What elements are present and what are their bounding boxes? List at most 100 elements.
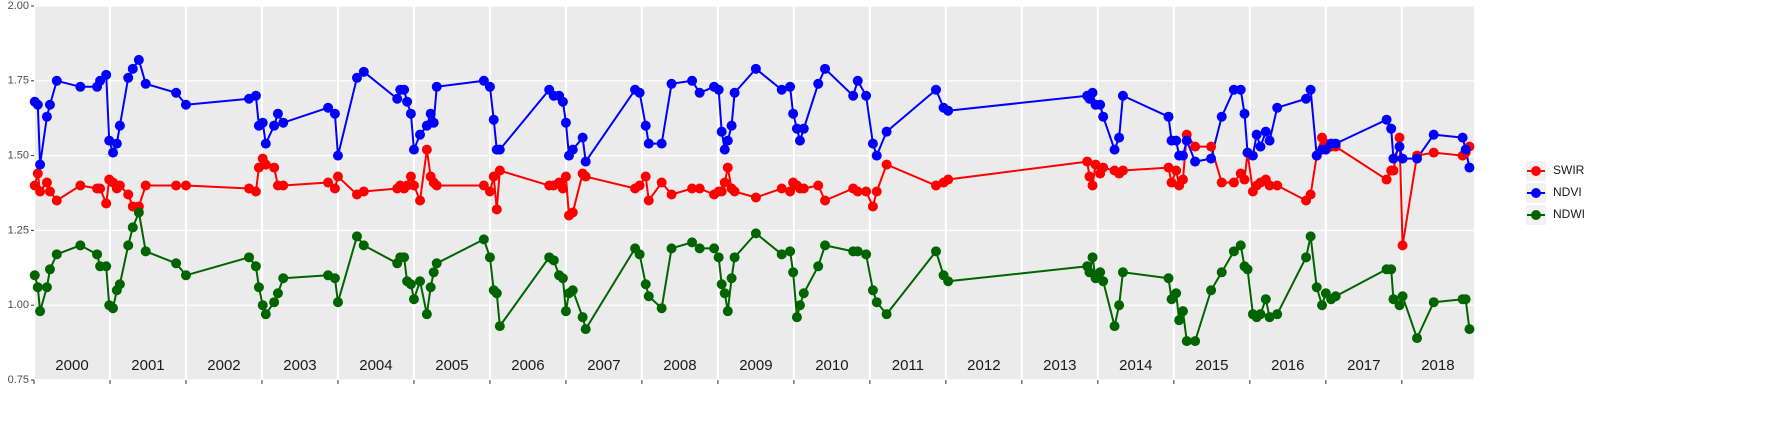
data-point — [180, 99, 191, 110]
data-point — [640, 120, 651, 131]
data-point — [44, 264, 55, 275]
data-point — [1109, 144, 1120, 155]
data-point — [1177, 150, 1188, 161]
data-point — [101, 198, 112, 209]
data-point — [494, 321, 505, 332]
data-point — [820, 240, 831, 251]
legend-marker — [1531, 210, 1541, 220]
data-point — [114, 120, 125, 131]
data-point — [35, 159, 46, 170]
data-point — [687, 183, 698, 194]
data-point — [567, 207, 578, 218]
data-point — [1190, 156, 1201, 167]
data-point — [329, 183, 340, 194]
data-point — [431, 258, 442, 269]
data-point — [640, 171, 651, 182]
data-point — [1388, 165, 1399, 176]
y-tick-label: 2.00 — [8, 0, 29, 12]
data-point — [643, 138, 654, 149]
data-point — [567, 144, 578, 155]
grid — [32, 5, 1474, 381]
y-tick-label: 1.00 — [8, 299, 29, 311]
data-point — [1216, 177, 1227, 188]
data-point — [44, 99, 55, 110]
data-point — [1264, 312, 1275, 323]
data-point — [726, 120, 737, 131]
data-point — [852, 75, 863, 86]
data-point — [930, 180, 941, 191]
data-point — [260, 138, 271, 149]
data-point — [269, 297, 280, 308]
data-point — [329, 273, 340, 284]
data-point — [719, 144, 730, 155]
x-tick-label: 2003 — [283, 357, 316, 374]
data-point — [634, 180, 645, 191]
data-point — [1087, 180, 1098, 191]
data-point — [171, 87, 182, 98]
data-point — [415, 195, 426, 206]
data-point — [794, 135, 805, 146]
data-point — [813, 261, 824, 272]
data-point — [687, 75, 698, 86]
legend-label: NDVI — [1553, 185, 1582, 199]
data-point — [1464, 324, 1475, 335]
data-point — [656, 303, 667, 314]
data-point — [871, 186, 882, 197]
x-tick-label: 2004 — [359, 357, 392, 374]
data-point — [171, 180, 182, 191]
data-point — [51, 75, 62, 86]
data-point — [719, 177, 730, 188]
data-point — [1174, 315, 1185, 326]
data-point — [750, 63, 761, 74]
data-point — [1260, 294, 1271, 305]
data-point — [666, 243, 677, 254]
data-point — [180, 180, 191, 191]
data-point — [1412, 153, 1423, 164]
data-point — [1301, 93, 1312, 104]
data-point — [1255, 141, 1266, 152]
data-point — [798, 288, 809, 299]
data-point — [32, 168, 43, 179]
data-point — [332, 297, 343, 308]
data-point — [269, 162, 280, 173]
data-point — [1311, 282, 1322, 293]
data-point — [726, 273, 737, 284]
data-point — [35, 186, 46, 197]
data-point — [272, 288, 283, 299]
y-tick-label: 1.50 — [8, 150, 29, 162]
data-point — [75, 240, 86, 251]
axes: 0.75 1.00 1.25 1.50 1.75 2.00 2000 2001 2002 2003… — [8, 0, 1455, 386]
data-point — [1171, 135, 1182, 146]
data-point — [399, 252, 410, 263]
data-point — [943, 276, 954, 287]
data-point — [332, 171, 343, 182]
data-point — [943, 174, 954, 185]
data-point — [405, 279, 416, 290]
data-point — [351, 72, 362, 83]
data-point — [1084, 171, 1095, 182]
data-point — [580, 171, 591, 182]
x-tick-label: 2015 — [1195, 357, 1228, 374]
data-point — [776, 84, 787, 95]
data-point — [560, 306, 571, 317]
data-point — [140, 180, 151, 191]
data-point — [32, 99, 43, 110]
data-point — [51, 249, 62, 260]
data-point — [278, 117, 289, 128]
data-point — [1235, 240, 1246, 251]
x-tick-label: 2014 — [1119, 357, 1152, 374]
data-point — [557, 96, 568, 107]
y-tick-label: 0.75 — [8, 374, 29, 386]
data-point — [881, 126, 892, 137]
data-point — [694, 87, 705, 98]
data-point — [1235, 84, 1246, 95]
x-tick-label: 2018 — [1421, 357, 1454, 374]
data-point — [123, 72, 134, 83]
data-point — [1428, 147, 1439, 158]
data-point — [1090, 159, 1101, 170]
data-point — [1330, 138, 1341, 149]
data-point — [127, 222, 138, 233]
data-point — [791, 123, 802, 134]
x-tick-label: 2011 — [892, 357, 924, 374]
data-point — [1206, 285, 1217, 296]
